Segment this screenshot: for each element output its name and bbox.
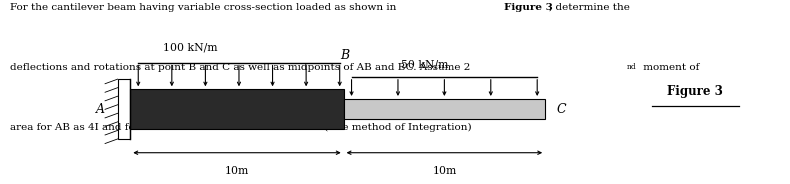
Text: , determine the: , determine the bbox=[549, 3, 630, 12]
Text: 10m: 10m bbox=[432, 166, 457, 176]
Text: C: C bbox=[556, 102, 566, 116]
Bar bbox=[118, 79, 130, 139]
Bar bbox=[344, 99, 545, 119]
Bar bbox=[130, 89, 344, 129]
Text: 10m: 10m bbox=[225, 166, 249, 176]
Text: deflections and rotations at point B and C as well as midpoints of AB and BC. As: deflections and rotations at point B and… bbox=[10, 63, 471, 72]
Text: For the cantilever beam having variable cross-section loaded as shown in: For the cantilever beam having variable … bbox=[10, 3, 400, 12]
Text: Figure 3: Figure 3 bbox=[504, 3, 553, 12]
Text: 100 kN/m: 100 kN/m bbox=[163, 43, 217, 52]
Text: area for AB as 4I and for BC as I. Assume E to be constant. (Use method of Integ: area for AB as 4I and for BC as I. Assum… bbox=[10, 123, 472, 132]
Text: moment of: moment of bbox=[640, 63, 699, 72]
Text: nd: nd bbox=[626, 63, 636, 71]
Text: A: A bbox=[96, 102, 105, 116]
Text: B: B bbox=[340, 49, 350, 62]
Text: 50 kN/m: 50 kN/m bbox=[401, 59, 448, 69]
Text: Figure 3: Figure 3 bbox=[668, 86, 723, 98]
